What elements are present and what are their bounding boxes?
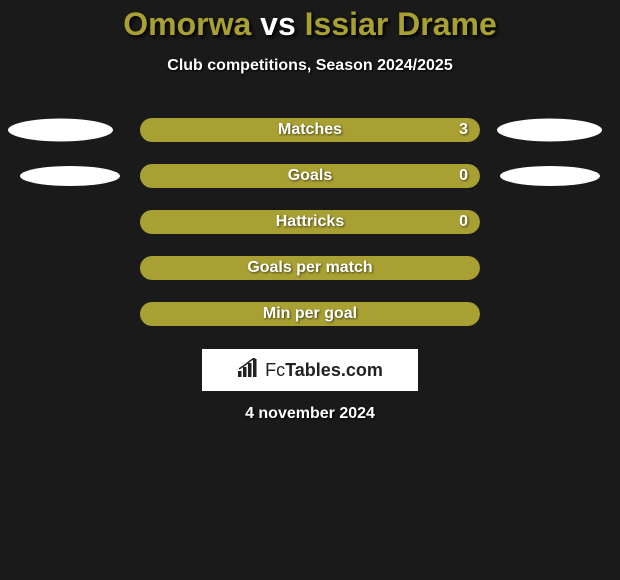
stat-row: Hattricks0 <box>0 199 620 245</box>
stat-row: Matches3 <box>0 107 620 153</box>
stat-label: Hattricks <box>140 210 480 234</box>
player-left-name: Omorwa <box>123 6 251 42</box>
stat-bar: Matches3 <box>140 118 480 142</box>
player-right-marker <box>497 119 602 142</box>
comparison-infographic: Omorwa vs Issiar Drame Club competitions… <box>0 0 620 423</box>
player-right-marker <box>500 166 600 186</box>
player-right-name: Issiar Drame <box>305 6 497 42</box>
stat-label: Min per goal <box>140 302 480 326</box>
date-label: 4 november 2024 <box>0 405 620 423</box>
stat-value-right: 3 <box>459 118 468 142</box>
subtitle: Club competitions, Season 2024/2025 <box>0 57 620 75</box>
stat-bar: Goals per match <box>140 256 480 280</box>
stat-label: Goals per match <box>140 256 480 280</box>
stat-value-right: 0 <box>459 164 468 188</box>
stat-row: Goals per match <box>0 245 620 291</box>
chart-icon <box>237 358 261 383</box>
player-left-marker <box>8 119 113 142</box>
brand-text: FcTables.com <box>265 360 383 381</box>
title-vs: vs <box>251 6 304 42</box>
stats-block: Matches3Goals0Hattricks0Goals per matchM… <box>0 107 620 337</box>
stat-bar: Goals0 <box>140 164 480 188</box>
stat-row: Min per goal <box>0 291 620 337</box>
stat-bar: Hattricks0 <box>140 210 480 234</box>
player-left-marker <box>20 166 120 186</box>
stat-value-right: 0 <box>459 210 468 234</box>
stat-row: Goals0 <box>0 153 620 199</box>
brand-box: FcTables.com <box>202 349 418 391</box>
page-title: Omorwa vs Issiar Drame <box>0 6 620 43</box>
stat-label: Goals <box>140 164 480 188</box>
stat-label: Matches <box>140 118 480 142</box>
stat-bar: Min per goal <box>140 302 480 326</box>
brand-inner: FcTables.com <box>237 358 383 383</box>
